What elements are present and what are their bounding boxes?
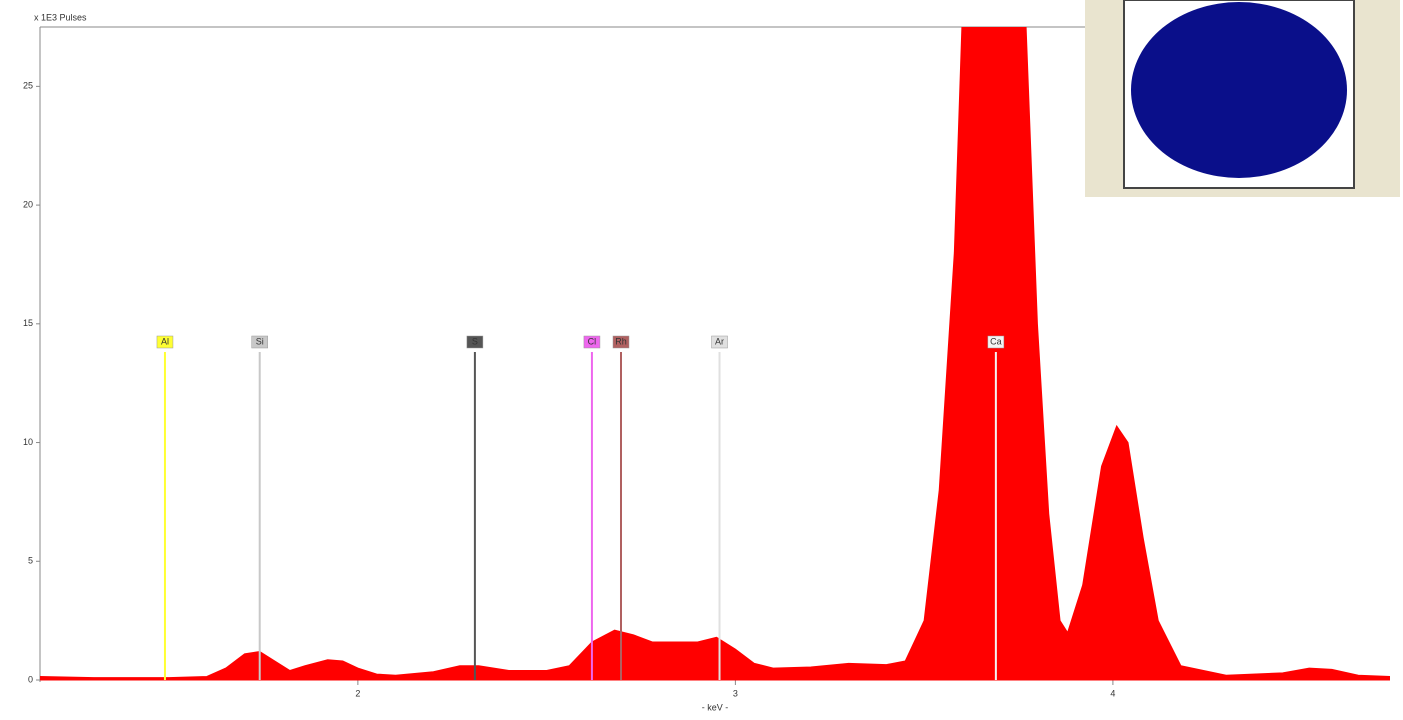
spectrum [40, 27, 1390, 681]
sample-image [1085, 0, 1400, 197]
element-label-box [251, 335, 268, 349]
y-tick-label: 5 [28, 556, 33, 566]
element-label-box [612, 335, 630, 349]
element-label: Si [256, 336, 264, 346]
y-tick-label: 15 [23, 318, 33, 328]
element-label-box [583, 335, 601, 349]
element-label: Ca [990, 336, 1002, 346]
x-tick-label: 4 [1110, 688, 1115, 698]
element-label: Al [161, 336, 169, 346]
y-tick-label: 10 [23, 437, 33, 447]
y-tick-label: 0 [28, 674, 33, 684]
element-label: Ar [715, 336, 724, 346]
element-label: Rh [615, 336, 627, 346]
element-label-box [711, 335, 728, 349]
x-axis-label: - keV - [702, 702, 729, 712]
element-label-box [466, 335, 484, 349]
element-label-box [987, 335, 1005, 349]
element-label: Cl [588, 336, 597, 346]
element-label: S [472, 336, 478, 346]
y-tick-label: 20 [23, 199, 33, 209]
y-tick-label: 25 [23, 81, 33, 91]
element-label-box [156, 335, 174, 349]
x-tick-label: 2 [355, 688, 360, 698]
y-axis-label: x 1E3 Pulses [34, 12, 87, 22]
x-tick-label: 3 [733, 688, 738, 698]
